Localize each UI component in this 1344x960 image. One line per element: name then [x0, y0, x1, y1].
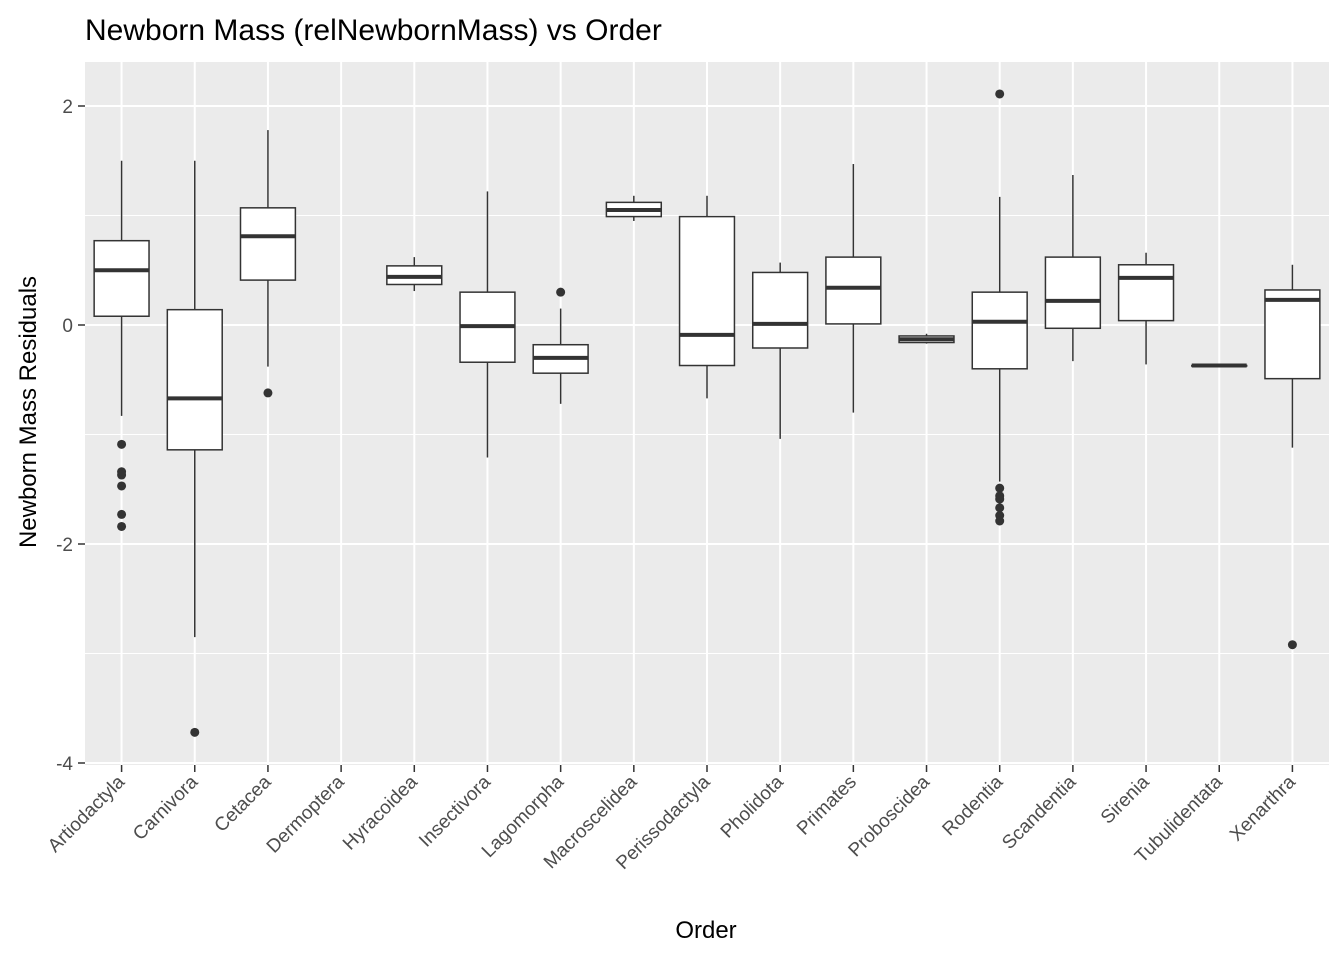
- y-tick-label: 0: [62, 316, 73, 337]
- outlier-point: [117, 470, 127, 480]
- outlier-point: [117, 509, 127, 519]
- x-axis: Artiodactyla Carnivora CetaceaDermopteraHy…: [44, 765, 1300, 874]
- box-primates: [825, 164, 882, 413]
- box-iqr: [1264, 289, 1321, 380]
- x-tick-label: Pholidota: [717, 771, 788, 842]
- box-artiodactyla: [93, 160, 150, 531]
- box-iqr: [166, 308, 223, 451]
- outlier-point: [995, 503, 1005, 513]
- outlier-point: [190, 727, 200, 737]
- box-xenarthra: [1264, 264, 1321, 650]
- x-tick-label: Carnivora: [129, 771, 202, 844]
- outlier-point: [995, 89, 1005, 99]
- box-scandentia: [1044, 174, 1102, 362]
- x-tick-label: Primates: [793, 772, 861, 840]
- box-tubulidentata: [1191, 363, 1248, 368]
- outlier-point: [1287, 640, 1297, 650]
- box-lagomorpha: [532, 287, 589, 404]
- outlier-point: [556, 287, 566, 297]
- box-pholidota: [751, 262, 809, 439]
- box-carnivora: [166, 160, 223, 737]
- box-cetacea: [239, 130, 297, 398]
- x-tick-label: Insectivora: [415, 771, 495, 851]
- x-tick-label: Cetacea: [211, 771, 276, 836]
- box-iqr: [1044, 256, 1102, 330]
- x-tick-label: Sirenia: [1097, 771, 1154, 828]
- y-tick-label: 2: [62, 97, 73, 118]
- x-tick-label: Artiodactyla: [44, 771, 129, 856]
- box-iqr: [751, 271, 809, 349]
- box-perissodactyla: [678, 195, 736, 399]
- y-axis-title: Newborn Mass Residuals: [15, 276, 42, 548]
- box-sirenia: [1117, 252, 1175, 365]
- x-tick-label: Scandentia: [998, 771, 1080, 853]
- y-tick-label: -4: [56, 754, 73, 775]
- x-tick-label: Hyracoidea: [339, 771, 422, 854]
- outlier-point: [995, 516, 1005, 526]
- x-axis-title: Order: [675, 917, 736, 944]
- outlier-point: [995, 483, 1005, 493]
- y-axis: -4 -2 0 2: [56, 97, 85, 775]
- x-tick-label: Dermoptera: [263, 771, 349, 857]
- chart-title: Newborn Mass (relNewbornMass) vs Order: [85, 14, 662, 47]
- box-iqr: [93, 239, 150, 317]
- box-insectivora: [459, 191, 516, 458]
- box-iqr: [971, 291, 1028, 370]
- outlier-point: [263, 388, 273, 398]
- y-tick-label: -2: [56, 535, 73, 556]
- boxes: [93, 89, 1321, 737]
- x-tick-label: Rodentia: [939, 771, 1008, 840]
- box-proboscidea: [898, 333, 955, 344]
- box-iqr: [239, 207, 297, 281]
- outlier-point: [117, 481, 127, 491]
- outlier-point: [117, 521, 127, 531]
- x-tick-label: Xenarthra: [1226, 771, 1300, 845]
- box-iqr: [678, 215, 736, 367]
- box-hyracoidea: [386, 257, 443, 292]
- box-iqr: [1117, 264, 1175, 322]
- outlier-point: [995, 494, 1005, 504]
- outlier-point: [117, 439, 127, 449]
- box-rodentia: [971, 89, 1028, 526]
- box-macroscelidea: [605, 195, 663, 221]
- box-iqr: [825, 256, 882, 325]
